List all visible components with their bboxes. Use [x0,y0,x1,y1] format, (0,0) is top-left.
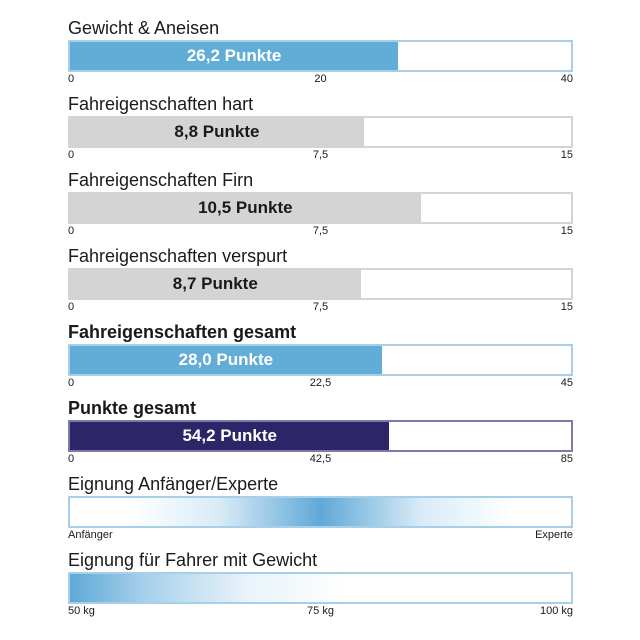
metric-gewicht-aneisen: Gewicht & Aneisen 26,2 Punkte 0 20 40 [68,18,573,85]
metric-fahreigenschaften-hart: Fahreigenschaften hart 8,8 Punkte 0 7,5 … [68,94,573,161]
tick-label: 75 kg [307,605,334,617]
tick-label: 50 kg [68,605,95,617]
axis-ticks: 0 7,5 15 [68,224,573,238]
tick-label: 0 [68,225,75,237]
axis-ticks: 0 7,5 15 [68,300,573,314]
tick-label: 7,5 [312,225,329,237]
tick-label: 7,5 [312,149,329,161]
tick-label: 85 [560,453,573,465]
bar-track: 28,0 Punkte [68,344,573,376]
metric-title: Fahreigenschaften gesamt [68,322,297,342]
metric-title: Fahreigenschaften Firn [68,170,254,190]
bar-track: 8,7 Punkte [68,268,573,300]
bar-value-label: 10,5 Punkte [198,198,293,217]
bar-value-label: 26,2 Punkte [186,46,282,65]
axis-ticks: 0 7,5 15 [68,148,573,162]
tick-label: 0 [68,377,75,389]
tick-label: 20 [314,73,327,85]
tick-label: 0 [68,149,75,161]
bar-track: 54,2 Punkte [68,420,573,452]
bar-fill [70,346,382,374]
bar-fill [70,194,421,222]
bar-value-label: 8,8 Punkte [174,122,260,141]
bar-fill [70,270,361,298]
suitability-gradient-bar [68,572,573,604]
axis-ticks: 0 42,5 85 [68,452,573,466]
bar-value-label: 8,7 Punkte [172,274,258,293]
metric-title: Punkte gesamt [68,398,197,418]
tick-label: 22,5 [309,377,332,389]
suitability-gradient-bar [68,496,573,528]
bar-value-label: 28,0 Punkte [178,350,274,369]
metric-fahreigenschaften-firn: Fahreigenschaften Firn 10,5 Punkte 0 7,5… [68,170,573,237]
bar-fill [70,118,364,146]
tick-label: 0 [68,453,75,465]
tick-label: 100 kg [539,605,573,617]
bar-track: 26,2 Punkte [68,40,573,72]
bar-track: 10,5 Punkte [68,192,573,224]
bar-fill [70,42,399,70]
tick-label: 45 [560,377,573,389]
tick-label: Anfänger [68,529,113,541]
metric-fahreigenschaften-gesamt: Fahreigenschaften gesamt 28,0 Punkte 0 2… [68,322,573,389]
tick-label: 42,5 [309,453,332,465]
bar-value-label: 54,2 Punkte [182,426,277,445]
axis-ticks: 0 22,5 45 [68,376,573,390]
metric-eignung-anfaenger-experte: Eignung Anfänger/Experte Anfänger Expert… [68,474,573,541]
tick-label: Experte [535,529,573,541]
metric-title: Eignung Anfänger/Experte [68,474,279,494]
metric-title: Eignung für Fahrer mit Gewicht [68,550,318,570]
metric-title: Fahreigenschaften verspurt [68,246,288,266]
tick-label: 40 [560,73,573,85]
tick-label: 15 [560,225,573,237]
axis-ticks: 0 20 40 [68,72,573,86]
tick-label: 0 [68,301,75,313]
metric-title: Gewicht & Aneisen [68,18,220,38]
bar-fill [70,422,390,450]
tick-label: 15 [560,149,573,161]
bar-track: 8,8 Punkte [68,116,573,148]
metric-title: Fahreigenschaften hart [68,94,254,114]
axis-ticks: 50 kg 75 kg 100 kg [68,604,573,618]
tick-label: 15 [560,301,573,313]
metric-fahreigenschaften-verspurt: Fahreigenschaften verspurt 8,7 Punkte 0 … [68,246,573,313]
tick-label: 7,5 [312,301,329,313]
tick-label: 0 [68,73,75,85]
metric-eignung-gewicht: Eignung für Fahrer mit Gewicht 50 kg 75 … [68,550,573,617]
metric-punkte-gesamt: Punkte gesamt 54,2 Punkte 0 42,5 85 [68,398,573,465]
axis-ticks: Anfänger Experte [68,528,573,542]
